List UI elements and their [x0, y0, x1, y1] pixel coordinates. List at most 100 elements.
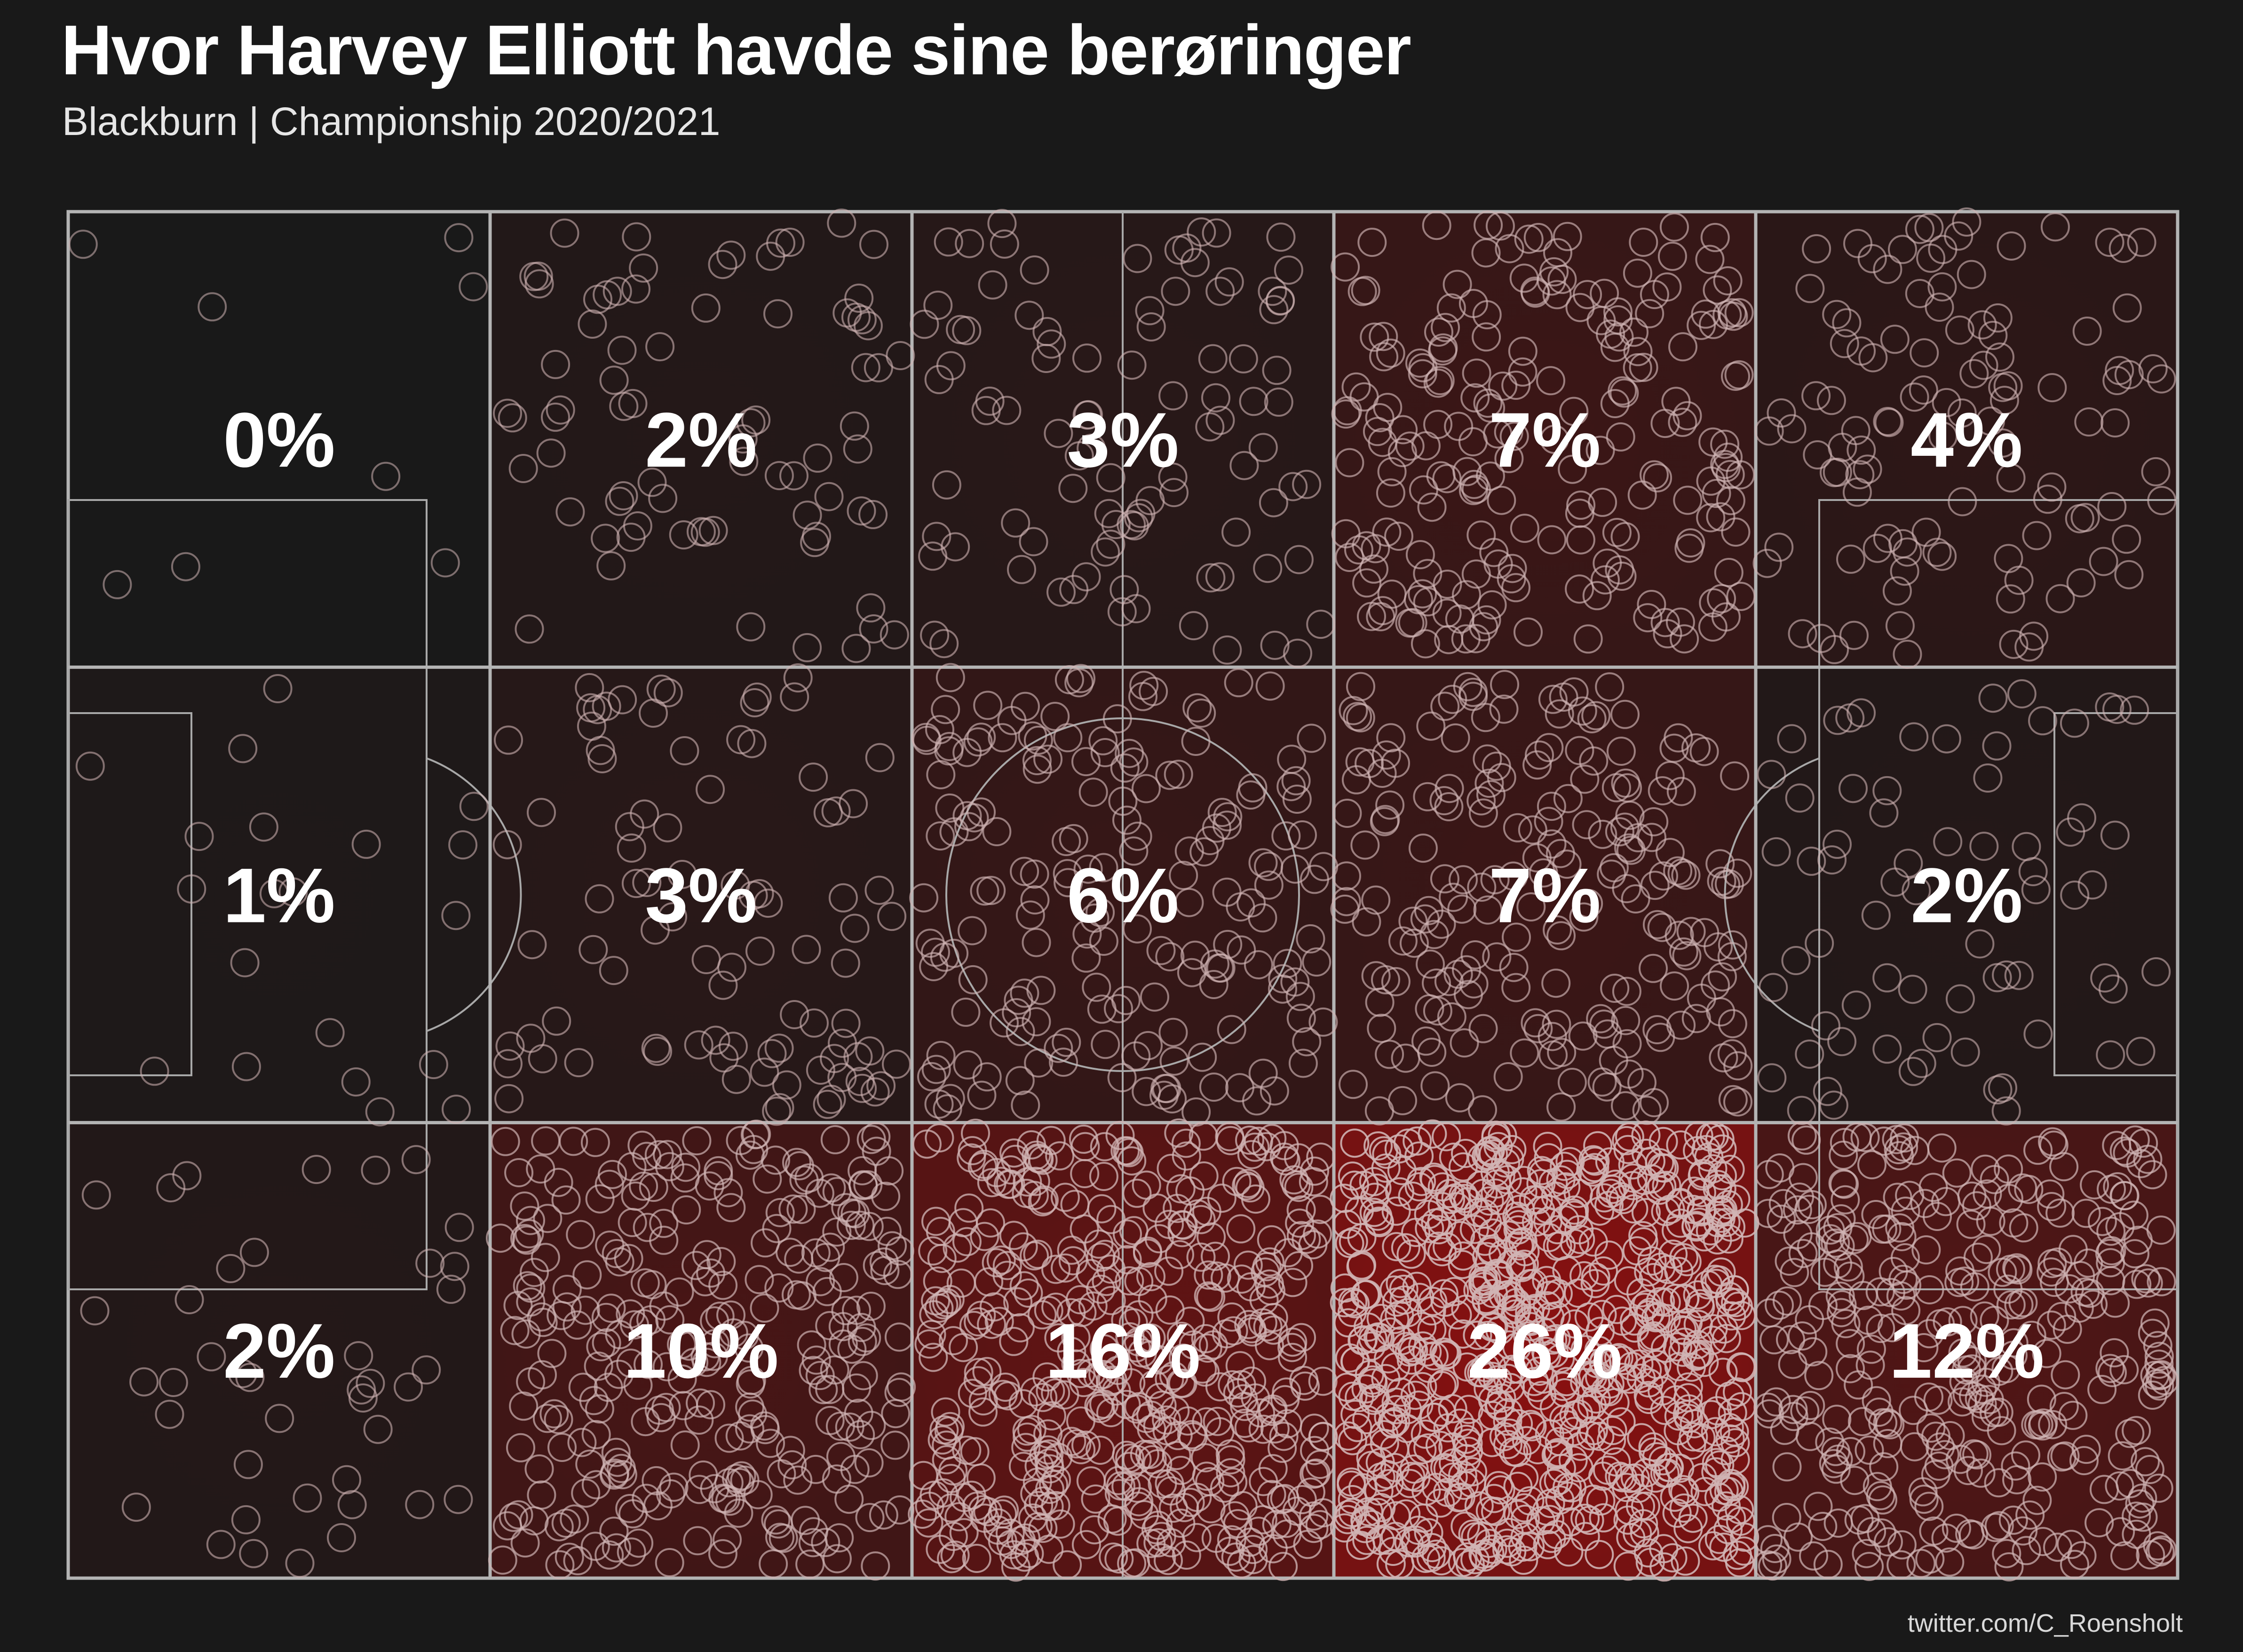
touch-dot: [1673, 1308, 1703, 1337]
touch-dot: [1405, 348, 1435, 378]
touch-dot: [1041, 1255, 1070, 1284]
touch-dot: [863, 1251, 892, 1280]
touch-dot: [1664, 723, 1693, 753]
touch-dot: [958, 965, 988, 994]
touch-dot: [1817, 845, 1847, 875]
touch-dot: [1510, 1493, 1539, 1523]
touch-dot: [927, 1425, 957, 1455]
touch-dot: [1023, 1239, 1053, 1269]
touch-dot: [655, 1152, 684, 1182]
touch-dot: [1096, 1398, 1125, 1428]
touch-dot: [1712, 1491, 1741, 1521]
touch-dot: [1710, 429, 1740, 459]
touch-dot: [2128, 1483, 2157, 1513]
touch-dot: [1810, 1257, 1839, 1287]
touch-dot: [2140, 1308, 2170, 1338]
touch-dot: [1553, 784, 1583, 813]
touch-dot: [1711, 1207, 1741, 1237]
touch-dot: [1471, 703, 1500, 732]
touch-dot: [1821, 1228, 1850, 1258]
touch-dot: [1899, 722, 1929, 752]
touch-dot: [1288, 820, 1317, 850]
touch-dot: [1468, 798, 1498, 828]
touch-dot: [1339, 1170, 1369, 1200]
touch-dot: [1844, 1505, 1874, 1535]
touch-dot: [822, 1544, 852, 1573]
touch-dot: [1073, 854, 1103, 884]
touch-dot: [1366, 1462, 1395, 1492]
touch-dot: [1610, 522, 1640, 551]
touch-dot: [1825, 1281, 1855, 1311]
touch-dot: [2105, 1471, 2134, 1501]
zone-label-r1-c2: 6%: [1067, 852, 1179, 939]
touch-dot: [2037, 1310, 2066, 1340]
touch-dot: [690, 1267, 720, 1296]
touch-dot: [1841, 990, 1871, 1020]
touch-dot: [1669, 937, 1698, 967]
touch-dot: [1111, 985, 1141, 1015]
touch-dot: [401, 1145, 431, 1175]
touch-dot: [2009, 1213, 2038, 1243]
touch-dot: [847, 305, 877, 334]
touch-dot: [1631, 1198, 1661, 1227]
touch-dot: [1404, 1172, 1434, 1202]
touch-dot: [1980, 1306, 2009, 1335]
touch-dot: [1714, 558, 1744, 587]
touch-dot: [2127, 228, 2156, 257]
touch-dot: [2136, 1540, 2165, 1570]
touch-dot: [578, 310, 607, 339]
touch-dot: [1662, 1215, 1691, 1245]
touch-dot: [952, 738, 982, 767]
touch-dot: [1801, 381, 1831, 411]
touch-dot: [1683, 1340, 1712, 1370]
touch-dot: [1467, 1521, 1497, 1551]
touch-dot: [2060, 1549, 2089, 1579]
touch-dot: [1233, 1168, 1263, 1198]
touch-dot: [1490, 670, 1519, 699]
touch-dot: [1714, 1413, 1744, 1442]
touch-dot: [935, 732, 964, 761]
touch-dot: [603, 1447, 633, 1477]
touch-dot: [1105, 1120, 1135, 1150]
touch-dot: [1996, 463, 2026, 492]
touch-dot: [2028, 706, 2057, 736]
touch-dot: [1413, 782, 1442, 811]
touch-dot: [278, 877, 308, 907]
touch-dot: [1340, 1347, 1370, 1376]
touch-dot: [1927, 1133, 1957, 1163]
touch-dot: [2096, 1216, 2126, 1246]
touch-dot: [655, 1305, 685, 1334]
touch-dot: [1028, 1382, 1058, 1412]
touch-dot: [844, 1398, 873, 1428]
touch-dot: [1473, 744, 1502, 774]
touch-dot: [1415, 1214, 1444, 1243]
touch-dot: [1306, 610, 1336, 639]
touch-dot: [1648, 776, 1677, 806]
touch-dot: [1483, 1365, 1513, 1395]
touch-dot: [1515, 1269, 1545, 1298]
touch-dot: [669, 520, 698, 550]
touch-dot: [1252, 1132, 1281, 1161]
touch-dot: [1893, 640, 1922, 669]
touch-dot: [990, 229, 1019, 259]
touch-dot: [1083, 1362, 1113, 1391]
touch-dot: [949, 1518, 979, 1548]
touch-dot: [510, 1191, 539, 1221]
touch-dot: [935, 663, 965, 692]
touch-dot: [1597, 1426, 1626, 1455]
touch-dot: [1270, 1385, 1300, 1414]
touch-dot: [585, 1184, 615, 1214]
touch-dot: [1432, 464, 1462, 493]
touch-dot: [571, 1295, 600, 1325]
touch-dot: [1352, 907, 1381, 937]
touch-dot: [1971, 1367, 2000, 1397]
touch-dot: [1928, 421, 1958, 451]
touch-dot: [1807, 624, 1836, 653]
touch-dot: [1020, 1241, 1049, 1271]
touch-dot: [1508, 357, 1538, 387]
touch-dot: [1391, 1043, 1420, 1073]
touch-dot: [1790, 1396, 1820, 1426]
touch-dot: [2051, 1360, 2080, 1390]
touch-dot: [1494, 444, 1524, 473]
touch-dot: [617, 1537, 646, 1567]
